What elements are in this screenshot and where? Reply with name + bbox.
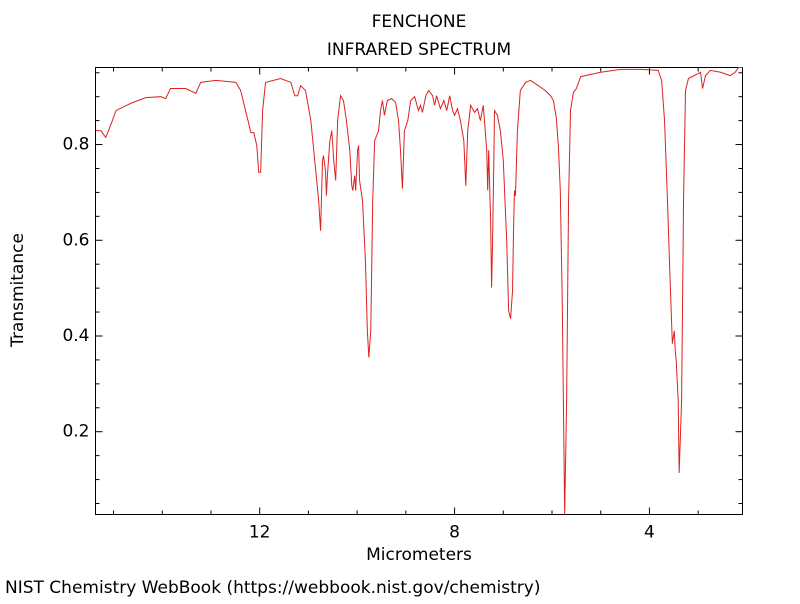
x-axis-label: Micrometers (366, 545, 472, 565)
plot-frame (95, 67, 743, 515)
x-tick-label: 8 (449, 523, 460, 543)
x-tick-label: 4 (644, 523, 655, 543)
chart-subtitle: INFRARED SPECTRUM (327, 40, 511, 60)
y-tick-label: 0.2 (62, 422, 89, 442)
chart-title: FENCHONE (372, 12, 467, 32)
footer: NIST Chemistry WebBook (https://webbook.… (5, 578, 540, 598)
spectrum-line (95, 67, 743, 515)
y-tick-label: 0.8 (62, 135, 89, 155)
y-tick-label: 0.4 (62, 326, 89, 346)
y-tick-label: 0.6 (62, 230, 89, 250)
x-tick-label: 12 (249, 523, 271, 543)
y-axis-label: Transmitance (8, 233, 28, 348)
